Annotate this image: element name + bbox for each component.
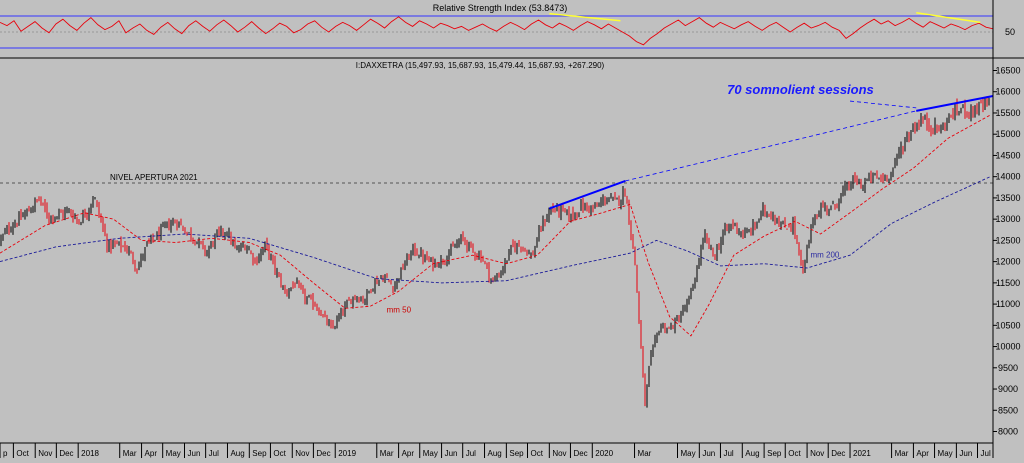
dashed-connector xyxy=(625,110,917,182)
annotation-somnolient: 70 somnolient sessions xyxy=(727,82,874,97)
price-tick-label: 13000 xyxy=(995,214,1020,224)
x-tick-label: Apr xyxy=(916,449,929,458)
x-tick-label: May xyxy=(938,449,953,458)
x-tick-label: Aug xyxy=(488,449,502,458)
x-tick-label: Mar xyxy=(123,449,137,458)
x-tick-label: Sep xyxy=(767,449,782,458)
price-tick-label: 10000 xyxy=(995,342,1020,352)
rsi-series-line xyxy=(0,16,994,46)
rsi-trendline xyxy=(549,12,621,22)
price-tick-label: 11000 xyxy=(996,299,1020,309)
x-tick-label: May xyxy=(680,449,695,458)
x-tick-label: 2020 xyxy=(595,449,613,458)
x-tick-label: Jun xyxy=(959,449,972,458)
x-tick-label: 2019 xyxy=(338,449,356,458)
x-tick-label: Jun xyxy=(445,449,458,458)
rsi-title: Relative Strength Index (53.8473) xyxy=(433,3,568,13)
price-title: I:DAXXETRA (15,497.93, 15,687.93, 15,479… xyxy=(356,61,605,70)
price-tick-label: 9500 xyxy=(998,363,1018,373)
x-tick-label: p xyxy=(3,449,8,458)
price-tick-label: 11500 xyxy=(996,278,1020,288)
x-tick-label: Aug xyxy=(230,449,244,458)
ma50-line xyxy=(0,114,991,337)
x-tick-label: Jun xyxy=(188,449,201,458)
x-tick-label: Apr xyxy=(402,449,415,458)
x-tick-label: 2021 xyxy=(853,449,871,458)
price-tick-label: 16000 xyxy=(995,87,1020,97)
price-trendline xyxy=(548,179,626,210)
price-tick-label: 16500 xyxy=(995,65,1020,75)
x-tick-label: Dec xyxy=(59,449,73,458)
price-tick-label: 15500 xyxy=(995,108,1020,118)
x-tick-label: Aug xyxy=(745,449,759,458)
x-tick-label: Jul xyxy=(723,449,733,458)
candles-group xyxy=(0,96,990,408)
price-tick-label: 12000 xyxy=(995,257,1020,267)
x-tick-label: May xyxy=(166,449,181,458)
price-trendline xyxy=(916,94,994,112)
price-tick-label: 8000 xyxy=(998,427,1018,437)
x-tick-label: Jul xyxy=(981,449,991,458)
price-panel: 8000 8500 9000 9500 10000 10500 11000 11500 1200… xyxy=(0,61,1021,437)
reference-line-label: NIVEL APERTURA 2021 xyxy=(110,173,198,182)
x-tick-label: Sep xyxy=(509,449,524,458)
price-tick-label: 12500 xyxy=(995,235,1020,245)
x-tick-label: Oct xyxy=(273,449,286,458)
price-tick-label: 14500 xyxy=(995,150,1020,160)
price-tick-label: 8500 xyxy=(998,405,1018,415)
x-tick-label: Nov xyxy=(295,449,309,458)
x-tick-label: Mar xyxy=(638,449,652,458)
price-tick-label: 15000 xyxy=(995,129,1020,139)
price-tick-label: 14000 xyxy=(995,172,1020,182)
price-tick-label: 13500 xyxy=(995,193,1020,203)
price-tick-label: 10500 xyxy=(995,320,1020,330)
x-tick-label: Oct xyxy=(530,449,543,458)
annotation-mm200: mm 200 xyxy=(810,250,839,259)
x-tick-label: Mar xyxy=(380,449,394,458)
x-tick-label: Sep xyxy=(252,449,267,458)
x-tick-label: Nov xyxy=(552,449,566,458)
x-tick-label: Dec xyxy=(316,449,330,458)
x-tick-label: May xyxy=(423,449,438,458)
annotation-mm50: mm 50 xyxy=(387,306,412,315)
ma200-line xyxy=(0,176,991,284)
rsi-trendline xyxy=(916,12,981,24)
x-tick-label: Mar xyxy=(895,449,909,458)
x-tick-label: Apr xyxy=(145,449,158,458)
x-tick-label: Oct xyxy=(16,449,29,458)
x-tick-label: Dec xyxy=(573,449,587,458)
x-tick-label: Jun xyxy=(702,449,715,458)
x-axis: p Oct Nov Dec 2018 Mar Apr May Jun Jul Aug Sep Oct No… xyxy=(0,442,993,458)
x-tick-label: Dec xyxy=(831,449,845,458)
rsi-panel: Relative Strength Index (53.8473) 50 xyxy=(0,3,1015,49)
x-tick-label: Nov xyxy=(38,449,52,458)
x-tick-label: Jul xyxy=(209,449,219,458)
x-tick-label: Oct xyxy=(788,449,801,458)
rsi-tick-label: 50 xyxy=(1005,27,1015,37)
x-tick-label: Nov xyxy=(810,449,824,458)
x-tick-label: 2018 xyxy=(81,449,99,458)
x-tick-label: Jul xyxy=(466,449,476,458)
price-tick-label: 9000 xyxy=(998,384,1018,394)
